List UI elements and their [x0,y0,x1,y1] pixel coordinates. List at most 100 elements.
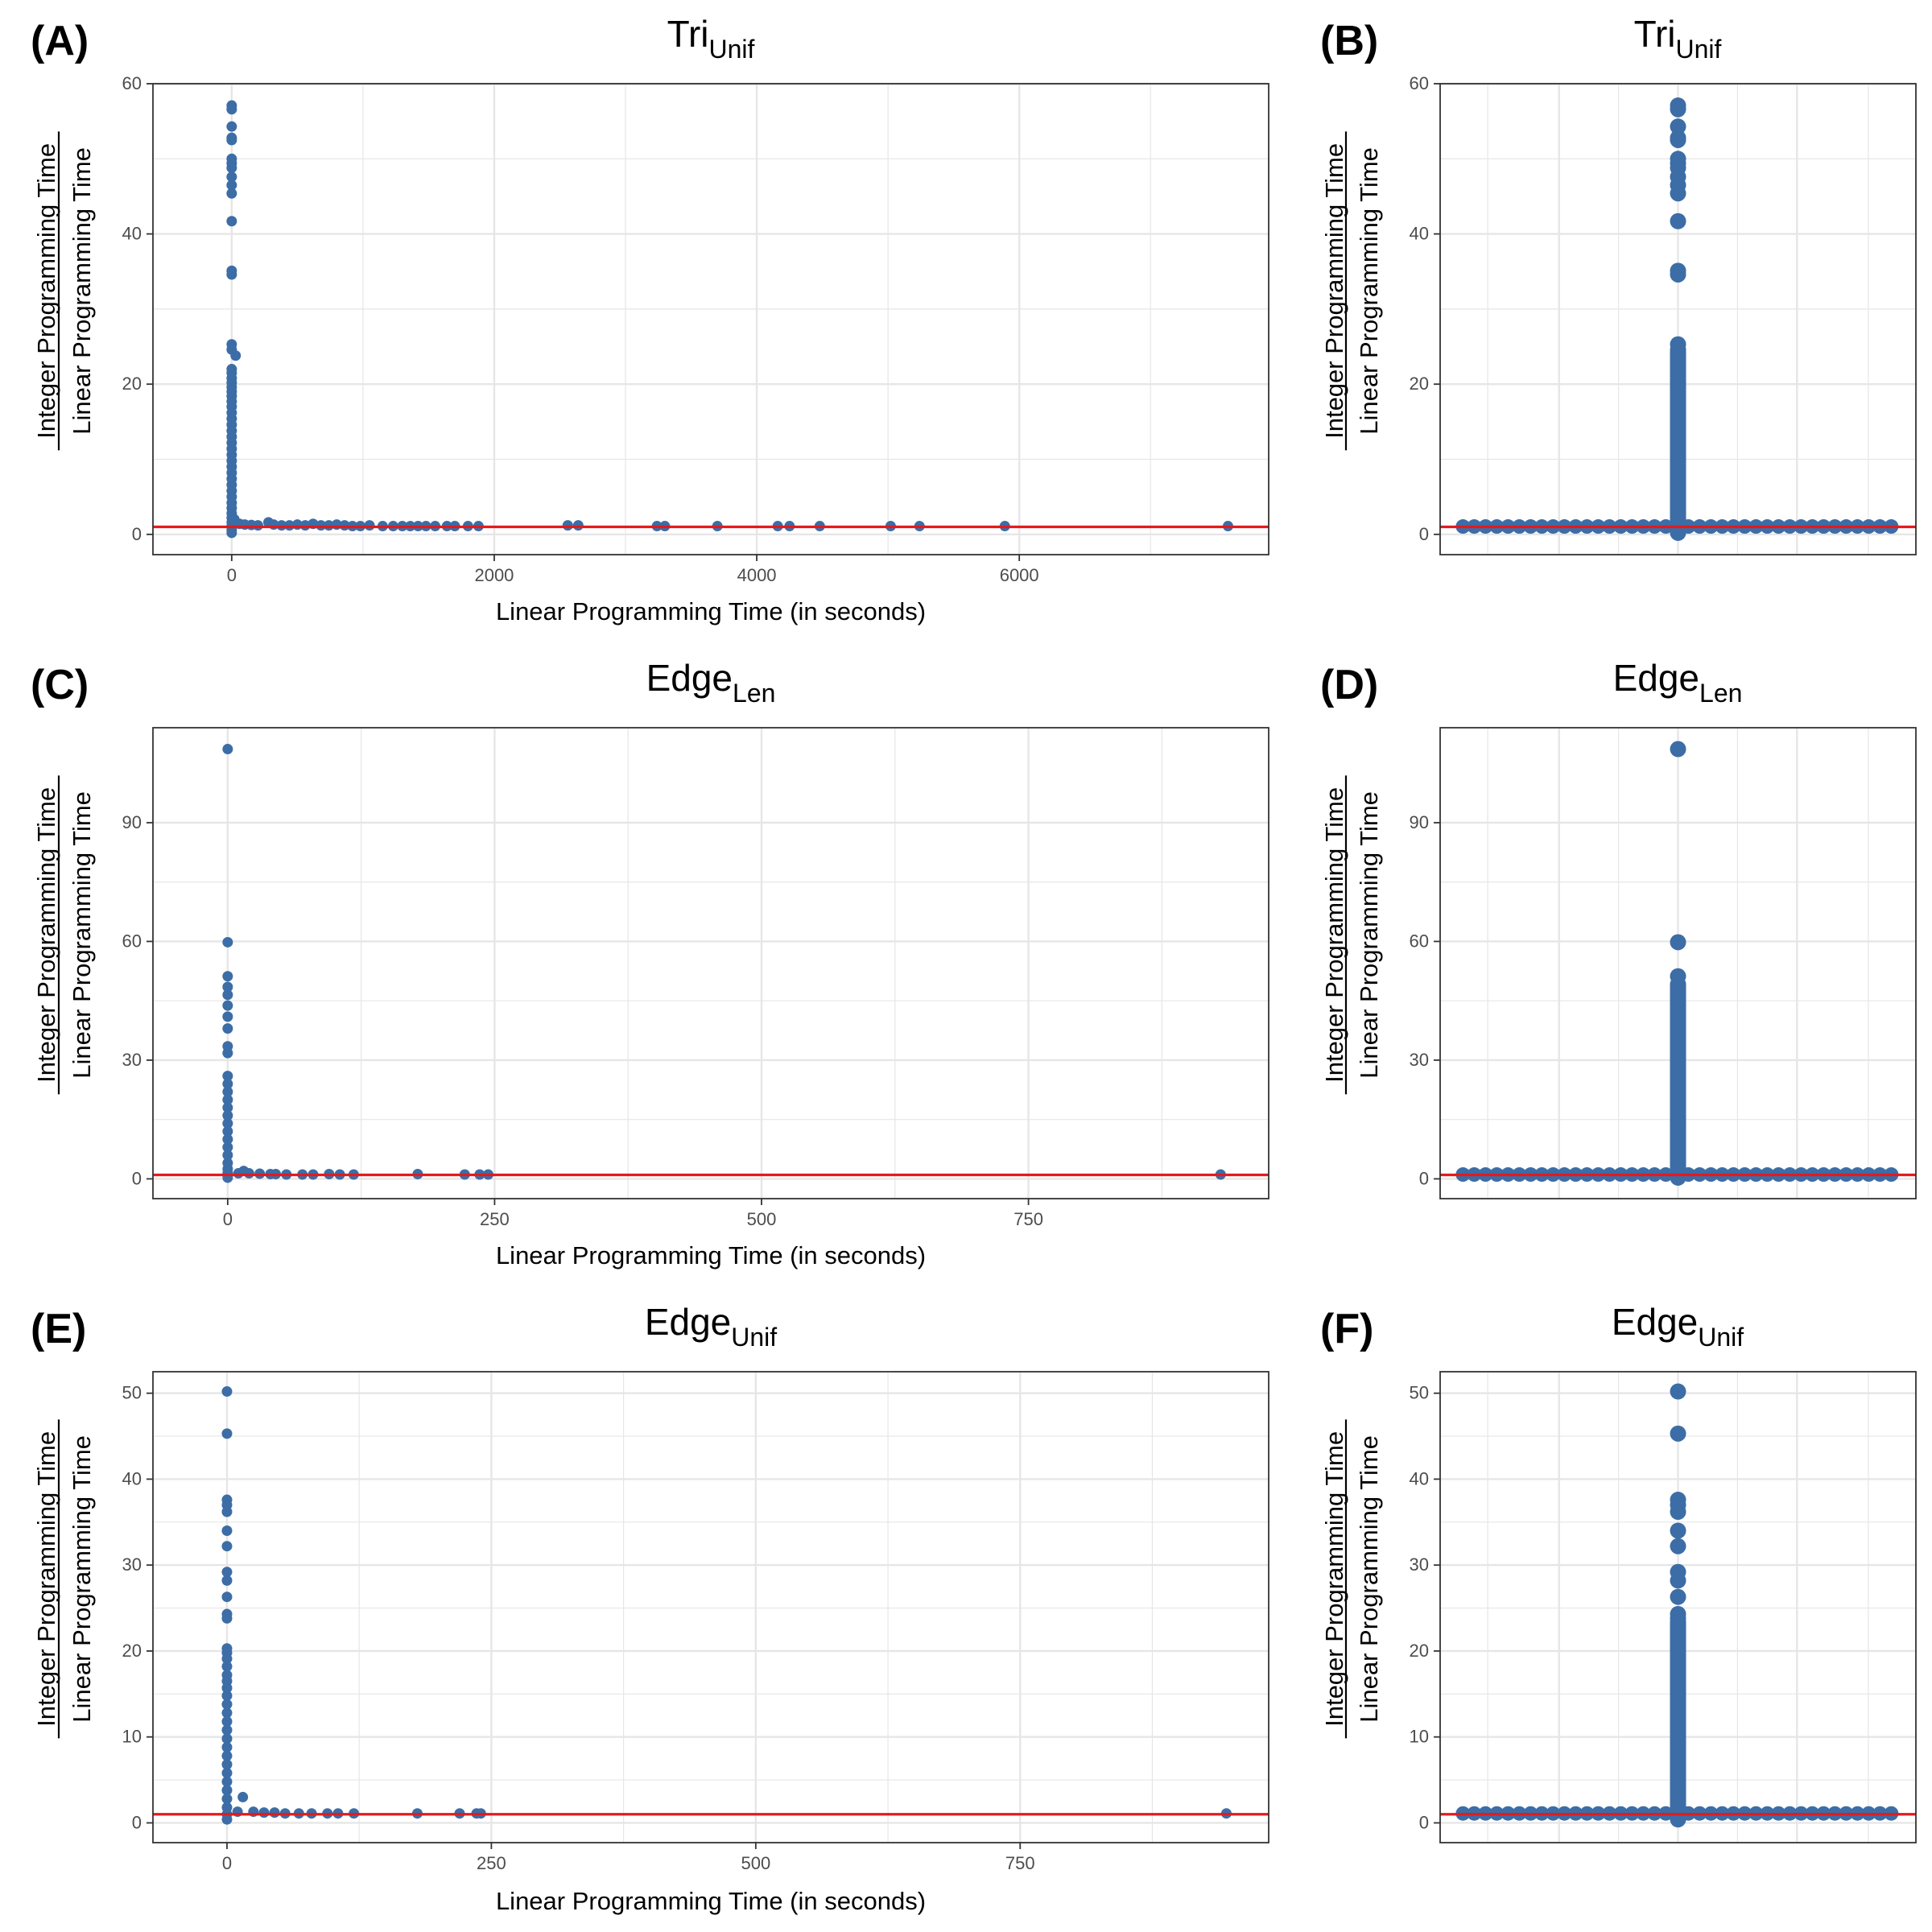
data-point [572,520,584,531]
data-point [269,1807,280,1818]
y-axis-title-numerator: Integer Programming Time [1320,143,1348,439]
y-tick-label: 10 [122,1727,142,1747]
data-point [221,1724,233,1736]
data-point [221,1733,233,1744]
y-axis-title-denominator: Linear Programming Time [1355,1435,1383,1723]
panel-label: (F) [1320,1306,1373,1352]
data-point [226,171,237,183]
x-axis-title: Linear Programming Time (in seconds) [496,597,926,625]
data-point [226,134,237,146]
data-point [221,1575,233,1586]
y-tick-label: 20 [122,1641,142,1661]
data-point [1670,213,1686,229]
data-point [230,350,242,361]
data-point [222,1118,233,1129]
data-point [226,216,237,227]
data-point [222,1011,233,1022]
data-point [221,1612,233,1624]
y-tick-label: 60 [1410,73,1429,93]
x-tick-label: 0 [227,565,237,585]
y-axis-title-numerator: Integer Programming Time [32,143,60,439]
data-point [222,1125,233,1137]
plot-border [152,727,1269,1199]
x-axis-title: Linear Programming Time (in seconds) [496,1241,926,1269]
data-point [222,981,233,993]
x-tick-label: 750 [1005,1853,1035,1873]
data-point [221,1690,233,1701]
y-axis-title-denominator: Linear Programming Time [68,147,96,435]
x-tick-label: 4000 [737,565,777,585]
data-point [1670,266,1686,283]
panel-title-main: Tri [1634,13,1676,55]
y-axis-title-denominator: Linear Programming Time [1355,791,1383,1079]
panel-title-subscript: Unif [731,1323,777,1352]
data-point [221,1794,233,1805]
y-tick-label: 90 [1410,812,1429,832]
y-tick-label: 60 [122,73,142,93]
data-point [221,1525,233,1536]
data-point [1670,101,1686,118]
data-point [222,936,233,947]
panel-title: TriUnif [1634,13,1722,64]
data-point [222,1150,233,1161]
x-tick-label: 250 [477,1853,506,1873]
data-point [1670,1383,1686,1400]
panel-title-main: Edge [1612,1301,1698,1343]
panel-title-main: Edge [1613,657,1699,699]
y-tick-label: 60 [122,931,142,951]
data-point [364,520,375,531]
data-point [226,121,237,132]
data-point [226,162,237,173]
chart-panel-d: 0 30 60 90 (D) EdgeLen Integer Programming Tim… [1320,657,1917,1199]
data-point [562,520,573,531]
y-tick-label: 30 [1410,1554,1429,1575]
data-point [221,1785,233,1796]
data-point [221,1541,233,1552]
plot-background [153,84,1269,555]
y-tick-label: 20 [1410,374,1429,394]
y-tick-label: 0 [132,524,142,544]
y-axis-title-denominator: Linear Programming Time [1355,147,1383,435]
data-point [222,1023,233,1034]
data-point [222,1141,233,1153]
x-tick-label: 750 [1013,1209,1043,1229]
y-axis-title-numerator: Integer Programming Time [32,787,60,1083]
data-point-stem [1670,976,1686,1178]
data-point [1670,1572,1686,1589]
data-layer [1440,1383,1916,1828]
panel-title-subscript: Unif [1698,1323,1744,1352]
y-axis-title-numerator: Integer Programming Time [32,1431,60,1727]
data-point [221,1776,233,1787]
y-tick-label: 0 [132,1168,142,1188]
data-point [222,1047,233,1059]
y-tick-label: 0 [1419,1812,1429,1832]
y-tick-label: 40 [1410,1468,1429,1488]
y-tick-label: 90 [122,812,142,832]
y-tick-label: 40 [122,1468,142,1488]
panel-title: EdgeUnif [1612,1301,1744,1352]
data-point [221,1750,233,1761]
data-point [1670,934,1686,951]
data-point [258,1807,270,1818]
data-point [226,188,237,199]
x-tick-label: 6000 [1000,565,1039,585]
data-point [1670,1504,1686,1521]
data-layer [153,744,1269,1183]
x-tick-label: 500 [741,1853,770,1873]
panel-label: (D) [1320,662,1378,708]
x-tick-label: 0 [223,1209,233,1229]
data-layer [1440,97,1916,541]
panel-title-subscript: Unif [1676,35,1722,64]
data-layer [153,100,1269,539]
chart-panel-f: 0 10 20 30 40 50 (F) EdgeUnif Integer Programmin… [1320,1301,1917,1843]
x-tick-label: 250 [480,1209,510,1229]
chart-panel-c: 0 30 60 90 0 250 500 750 Linear Programming Time… [31,657,1269,1269]
plot-border [1439,1371,1917,1843]
data-point [221,1699,233,1710]
data-point [1670,741,1686,758]
data-point [221,1768,233,1779]
data-point [221,1707,233,1719]
data-point [222,1094,233,1105]
data-point [1670,1425,1686,1442]
